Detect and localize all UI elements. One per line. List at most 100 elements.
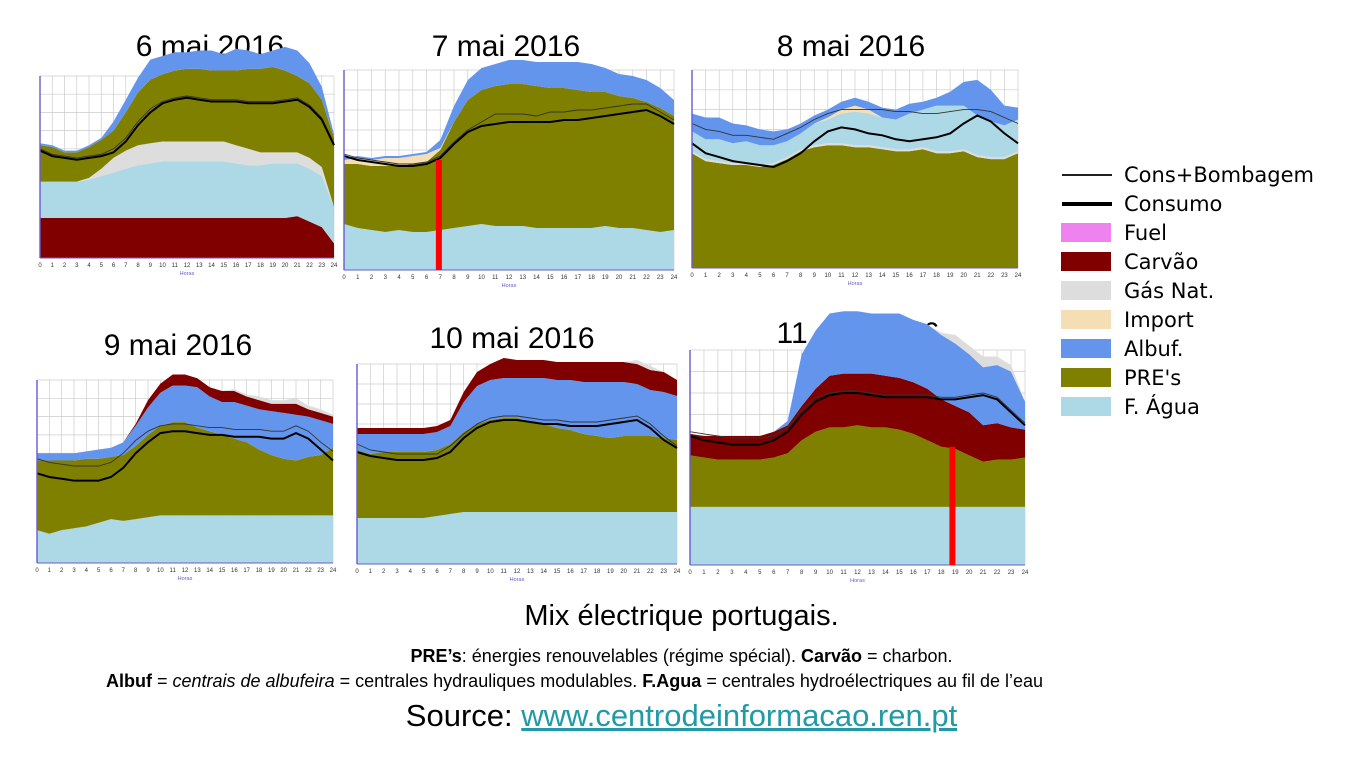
- area-albuf: [344, 60, 674, 160]
- x-tick-label: 1: [702, 570, 706, 576]
- legend-label: Consumo: [1124, 192, 1222, 216]
- x-axis-label: Horas: [502, 283, 517, 289]
- x-axis-label: Horas: [178, 576, 193, 582]
- legend-label: Carvão: [1124, 250, 1198, 274]
- x-tick-label: 12: [514, 569, 521, 575]
- area-pre-s: [357, 418, 677, 518]
- source-line: Source: www.centrodeinformacao.ren.pt: [0, 698, 1363, 734]
- x-tick-label: 21: [980, 570, 987, 576]
- x-tick-label: 22: [647, 569, 654, 575]
- line-consumo: [343, 108, 675, 167]
- legend-swatch: [1061, 339, 1111, 358]
- x-tick-label: 12: [852, 273, 859, 279]
- legend-label: Cons+Bombagem: [1124, 163, 1314, 187]
- x-tick-label: 18: [938, 570, 945, 576]
- legend-item-gas-nat: Gás Nat.: [1061, 279, 1214, 303]
- x-tick-label: 2: [716, 570, 720, 576]
- x-tick-label: 17: [924, 570, 931, 576]
- term-albuf: Albuf: [106, 671, 152, 691]
- x-tick-label: 17: [245, 263, 252, 269]
- x-tick-label: 18: [257, 263, 264, 269]
- line-consumo: [39, 96, 335, 161]
- source-link[interactable]: www.centrodeinformacao.ren.pt: [521, 698, 958, 733]
- def-carvao: = charbon.: [862, 646, 953, 666]
- x-tick-label: 13: [196, 263, 203, 269]
- legend-label: Import: [1124, 308, 1194, 332]
- legend-item-pre-s: PRE's: [1061, 366, 1181, 390]
- x-tick-label: 14: [206, 568, 213, 574]
- x-tick-label: 7: [122, 568, 126, 574]
- x-tick-label: 9: [814, 570, 818, 576]
- x-tick-label: 19: [607, 569, 614, 575]
- def-fagua: = centrales hydroélectriques au fil de l…: [701, 671, 1044, 691]
- x-tick-label: 2: [717, 273, 721, 279]
- line-consumo: [356, 418, 678, 461]
- x-tick-label: 21: [293, 568, 300, 574]
- x-tick-label: 10: [487, 569, 494, 575]
- x-tick-label: 17: [243, 568, 250, 574]
- x-tick-label: 10: [157, 568, 164, 574]
- x-tick-label: 8: [799, 273, 803, 279]
- x-tick-label: 1: [356, 275, 360, 281]
- legend-swatch: [1061, 223, 1111, 242]
- x-tick-label: 1: [48, 568, 52, 574]
- area-pre-s: [344, 84, 674, 232]
- chart-title: 9 mai 2016: [104, 329, 252, 362]
- x-tick-label: 4: [744, 570, 748, 576]
- x-tick-label: 13: [865, 273, 872, 279]
- line-consumo: [691, 114, 1019, 169]
- x-tick-label: 10: [824, 273, 831, 279]
- legend-label: Gás Nat.: [1124, 279, 1214, 303]
- chart-title: 8 mai 2016: [777, 30, 925, 63]
- x-tick-label: 6: [435, 569, 439, 575]
- caption: Mix électrique portugais.: [524, 600, 839, 632]
- line-cons-bombagem: [689, 390, 1026, 439]
- def-albuf-eq: =: [151, 671, 173, 691]
- x-tick-label: 14: [533, 275, 540, 281]
- term-pres: PRE’s: [410, 646, 462, 666]
- legend: Cons+Bombagem Consumo Fuel Carvão Gás Nat. Im…: [1061, 163, 1314, 419]
- area-pre-s: [692, 145, 1018, 268]
- x-tick-label: 16: [233, 263, 240, 269]
- legend-swatch: [1061, 252, 1111, 271]
- x-tick-label: 9: [146, 568, 150, 574]
- x-tick-label: 23: [660, 569, 667, 575]
- x-tick-label: 13: [868, 570, 875, 576]
- x-tick-label: 12: [184, 263, 191, 269]
- x-tick-label: 13: [527, 569, 534, 575]
- x-tick-label: 14: [882, 570, 889, 576]
- x-tick-label: 5: [100, 263, 104, 269]
- legend-swatch: [1061, 310, 1111, 329]
- x-tick-label: 7: [449, 569, 453, 575]
- legend-label: PRE's: [1124, 366, 1181, 390]
- x-tick-label: 3: [75, 263, 79, 269]
- legend-swatch: [1061, 397, 1111, 416]
- x-tick-label: 9: [149, 263, 153, 269]
- x-tick-label: 12: [182, 568, 189, 574]
- x-tick-label: 15: [219, 568, 226, 574]
- line-consumo: [36, 430, 334, 482]
- x-tick-label: 3: [731, 273, 735, 279]
- x-tick-label: 21: [634, 569, 641, 575]
- area-f-agua: [690, 506, 1025, 565]
- legend-item-cons-bombagem: Cons+Bombagem: [1062, 163, 1314, 187]
- x-tick-label: 18: [256, 568, 263, 574]
- x-tick-label: 11: [492, 275, 499, 281]
- x-tick-label: 6: [109, 568, 113, 574]
- current-time-marker: [949, 446, 956, 565]
- x-tick-label: 8: [462, 569, 466, 575]
- chart-title: 7 mai 2016: [432, 30, 580, 63]
- line-consumo: [689, 392, 1026, 446]
- x-tick-label: 5: [758, 273, 762, 279]
- x-tick-label: 5: [422, 569, 426, 575]
- x-tick-label: 11: [170, 568, 177, 574]
- x-axis-label: Horas: [510, 577, 525, 583]
- x-tick-label: 12: [506, 275, 513, 281]
- x-tick-label: 14: [208, 263, 215, 269]
- x-tick-label: 0: [342, 275, 346, 281]
- x-tick-label: 8: [136, 263, 140, 269]
- x-tick-label: 0: [38, 263, 42, 269]
- legend-swatch: [1061, 368, 1111, 387]
